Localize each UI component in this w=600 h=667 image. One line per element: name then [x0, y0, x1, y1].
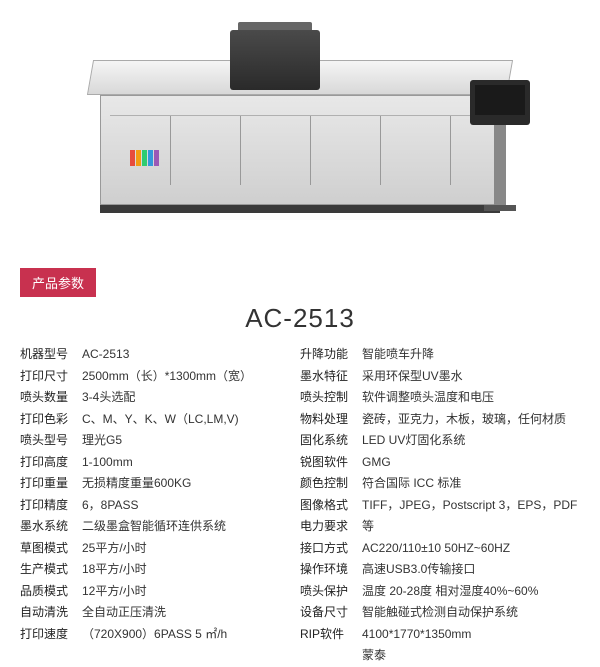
- control-panel: [470, 80, 530, 125]
- spec-cell: TIFF，JPEG，Postscript 3，EPS，PDF 等: [362, 495, 580, 538]
- spec-cell: 蒙泰: [362, 645, 580, 667]
- spec-cell: 打印高度: [20, 452, 82, 474]
- spec-cell: 符合国际 ICC 标准: [362, 473, 580, 495]
- spec-cell: 打印精度: [20, 495, 82, 517]
- spec-cell: 无损精度重量600KG: [82, 473, 300, 495]
- spec-cell: 6，8PASS: [82, 495, 300, 517]
- spec-cell: 接口方式: [300, 538, 362, 560]
- spec-cell: 自动清洗: [20, 602, 82, 624]
- spec-cell: 高速USB3.0传输接口: [362, 559, 580, 581]
- spec-cell: 3-4头选配: [82, 387, 300, 409]
- spec-cell: 喷头保护: [300, 581, 362, 603]
- spec-cell: 设备尺寸: [300, 602, 362, 624]
- spec-cell: 颜色控制: [300, 473, 362, 495]
- spec-cell: 机器型号: [20, 344, 82, 366]
- spec-cell: 图像格式: [300, 495, 362, 517]
- section-badge: 产品参数: [20, 268, 96, 297]
- spec-cell: 物料处理: [300, 409, 362, 431]
- spec-cell: 生产模式: [20, 559, 82, 581]
- spec-cell: 墨水特征: [300, 366, 362, 388]
- spec-cell: （720X900）6PASS 5 ㎡/h: [82, 624, 300, 646]
- spec-cell: 打印重量: [20, 473, 82, 495]
- spec-cell: 软件调整喷头温度和电压: [362, 387, 580, 409]
- spec-cell: 瓷砖，亚克力，木板，玻璃，任何材质: [362, 409, 580, 431]
- spec-cell: 12平方/小时: [82, 581, 300, 603]
- spec-cell: AC220/110±10 50HZ~60HZ: [362, 538, 580, 560]
- spec-table: 机器型号打印尺寸喷头数量打印色彩喷头型号打印高度打印重量打印精度墨水系统草图模式…: [0, 344, 600, 667]
- right-values: 智能喷车升降采用环保型UV墨水软件调整喷头温度和电压瓷砖，亚克力，木板，玻璃，任…: [362, 344, 580, 667]
- spec-cell: 草图模式: [20, 538, 82, 560]
- product-image: [0, 0, 600, 260]
- spec-cell: 打印尺寸: [20, 366, 82, 388]
- spec-cell: AC-2513: [82, 344, 300, 366]
- spec-cell: 温度 20-28度 相对湿度40%~60%: [362, 581, 580, 603]
- spec-cell: 智能触碰式检测自动保护系统: [362, 602, 580, 624]
- brand-logo: [130, 150, 160, 166]
- spec-cell: 喷头控制: [300, 387, 362, 409]
- spec-cell: 智能喷车升降: [362, 344, 580, 366]
- spec-cell: RIP软件: [300, 624, 362, 646]
- spec-cell: 理光G5: [82, 430, 300, 452]
- spec-cell: 墨水系统: [20, 516, 82, 538]
- spec-cell: GMG: [362, 452, 580, 474]
- spec-cell: LED UV灯固化系统: [362, 430, 580, 452]
- left-values: AC-25132500mm（长）*1300mm（宽）3-4头选配C、M、Y、K、…: [82, 344, 300, 667]
- spec-cell: 2500mm（长）*1300mm（宽）: [82, 366, 300, 388]
- left-labels: 机器型号打印尺寸喷头数量打印色彩喷头型号打印高度打印重量打印精度墨水系统草图模式…: [20, 344, 82, 667]
- spec-cell: 二级墨盒智能循环连供系统: [82, 516, 300, 538]
- model-title: AC-2513: [0, 303, 600, 334]
- spec-cell: 电力要求: [300, 516, 362, 538]
- spec-cell: 全自动正压清洗: [82, 602, 300, 624]
- spec-cell: 4100*1770*1350mm: [362, 624, 580, 646]
- spec-col-left: 机器型号打印尺寸喷头数量打印色彩喷头型号打印高度打印重量打印精度墨水系统草图模式…: [20, 344, 300, 667]
- spec-cell: 操作环境: [300, 559, 362, 581]
- right-labels: 升降功能墨水特征喷头控制物料处理固化系统锐图软件颜色控制图像格式电力要求接口方式…: [300, 344, 362, 667]
- spec-cell: 喷头型号: [20, 430, 82, 452]
- spec-cell: 升降功能: [300, 344, 362, 366]
- spec-cell: 锐图软件: [300, 452, 362, 474]
- spec-cell: 固化系统: [300, 430, 362, 452]
- spec-cell: 喷头数量: [20, 387, 82, 409]
- spec-cell: 18平方/小时: [82, 559, 300, 581]
- spec-cell: 采用环保型UV墨水: [362, 366, 580, 388]
- spec-cell: 打印色彩: [20, 409, 82, 431]
- spec-cell: 1-100mm: [82, 452, 300, 474]
- spec-cell: 品质模式: [20, 581, 82, 603]
- printer-illustration: [50, 30, 550, 230]
- spec-cell: 打印速度: [20, 624, 82, 646]
- spec-col-right: 升降功能墨水特征喷头控制物料处理固化系统锐图软件颜色控制图像格式电力要求接口方式…: [300, 344, 580, 667]
- spec-cell: C、M、Y、K、W（LC,LM,V): [82, 409, 300, 431]
- spec-cell: 25平方/小时: [82, 538, 300, 560]
- cabinet-panels: [110, 115, 490, 185]
